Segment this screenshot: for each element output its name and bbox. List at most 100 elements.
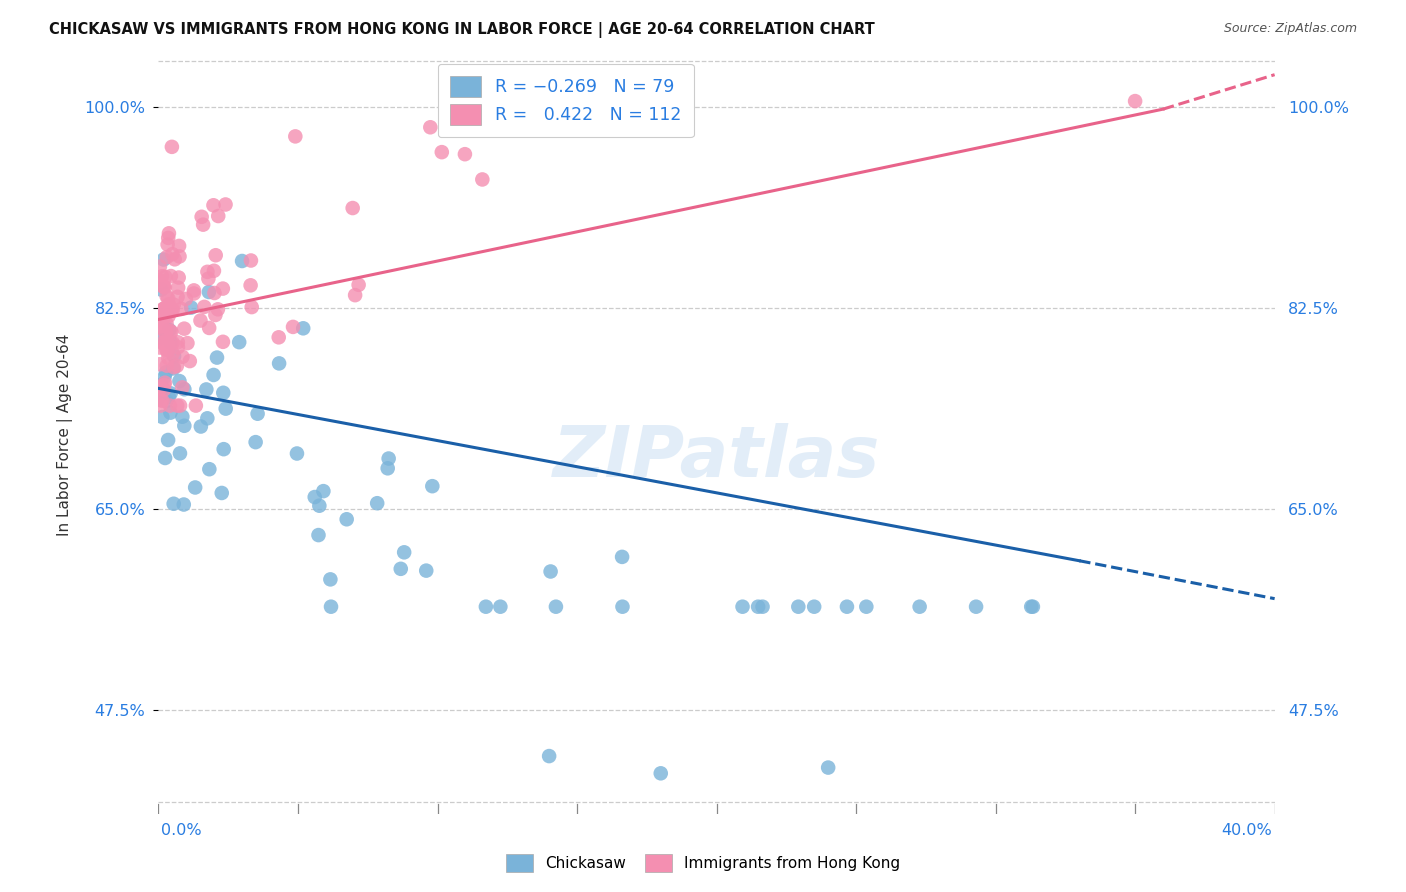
Point [157,433,180,447]
Point [156,250,179,264]
Point [152,335,174,350]
Point [153,383,176,397]
Point [190,313,212,327]
Point [366,496,388,510]
Point [965,599,987,614]
Point [152,392,174,407]
Point [239,253,262,268]
Point [166,359,188,373]
Point [155,326,177,340]
Point [207,209,229,223]
Point [157,227,180,241]
Point [392,545,415,559]
Point [155,306,177,320]
Point [817,761,839,775]
Point [153,369,176,384]
Point [153,337,176,351]
Point [214,197,236,211]
Point [173,321,195,335]
Point [389,562,412,576]
Point [150,377,173,392]
Point [489,599,512,614]
Point [312,484,335,499]
Point [292,321,315,335]
Point [153,301,176,316]
Point [202,264,225,278]
Point [152,279,174,293]
Point [156,345,179,359]
Text: 40.0%: 40.0% [1220,822,1272,838]
Point [198,462,221,476]
Point [190,210,212,224]
Point [169,249,191,263]
Point [240,300,263,314]
Point [153,280,176,294]
Point [152,279,174,293]
Point [285,446,308,460]
Point [150,304,173,318]
Point [157,390,180,404]
Point [1123,94,1146,108]
Point [155,343,177,357]
Point [430,145,453,160]
Y-axis label: In Labor Force | Age 20-64: In Labor Force | Age 20-64 [58,333,73,535]
Point [475,599,498,614]
Point [284,129,307,144]
Point [166,335,188,350]
Point [149,319,172,334]
Point [153,326,176,341]
Point [157,351,180,366]
Point [239,278,262,293]
Point [172,409,194,424]
Point [149,357,172,371]
Point [163,497,186,511]
Point [157,309,180,323]
Point [612,599,634,614]
Point [308,499,330,513]
Point [204,248,226,262]
Point [159,399,181,413]
Point [156,337,179,351]
Point [544,599,567,614]
Point [304,490,326,504]
Point [212,442,235,457]
Point [184,399,207,413]
Point [163,298,186,312]
Text: ZIPatlas: ZIPatlas [553,423,880,491]
Point [747,599,769,614]
Point [172,350,194,364]
Point [174,292,197,306]
Point [197,265,219,279]
Point [155,269,177,284]
Point [202,368,225,382]
Point [197,271,219,285]
Point [415,564,437,578]
Point [855,599,877,614]
Point [245,435,267,450]
Point [207,302,229,317]
Point [169,399,191,413]
Point [281,319,304,334]
Point [159,324,181,338]
Point [377,461,399,475]
Point [155,317,177,331]
Point [267,330,290,344]
Point [149,260,172,274]
Point [160,304,183,318]
Point [152,252,174,267]
Point [1022,599,1045,614]
Point [149,319,172,334]
Point [731,599,754,614]
Point [212,334,235,349]
Point [231,254,253,268]
Point [173,498,195,512]
Point [159,301,181,315]
Point [211,486,233,500]
Point [246,407,269,421]
Point [204,308,226,322]
Point [157,291,180,305]
Point [610,549,633,564]
Point [202,198,225,212]
Point [150,283,173,297]
Point [173,382,195,396]
